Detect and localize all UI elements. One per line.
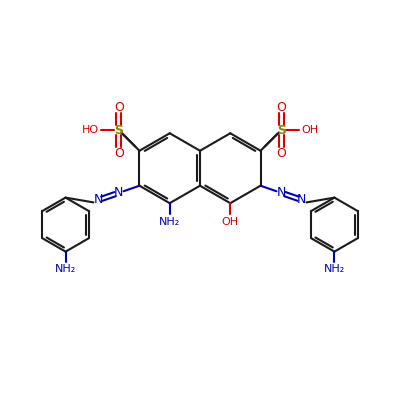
Text: N: N xyxy=(297,194,306,206)
Text: OH: OH xyxy=(222,217,239,227)
Text: NH₂: NH₂ xyxy=(324,264,345,274)
Text: N: N xyxy=(276,186,286,199)
Text: N: N xyxy=(94,194,103,206)
Text: NH₂: NH₂ xyxy=(159,217,180,227)
Text: O: O xyxy=(114,147,124,160)
Text: S: S xyxy=(277,124,286,136)
Text: NH₂: NH₂ xyxy=(55,264,76,274)
Text: HO: HO xyxy=(82,125,99,135)
Text: O: O xyxy=(276,147,286,160)
Text: OH: OH xyxy=(301,125,318,135)
Text: O: O xyxy=(114,100,124,114)
Text: O: O xyxy=(276,100,286,114)
Text: S: S xyxy=(114,124,123,136)
Text: N: N xyxy=(114,186,124,199)
